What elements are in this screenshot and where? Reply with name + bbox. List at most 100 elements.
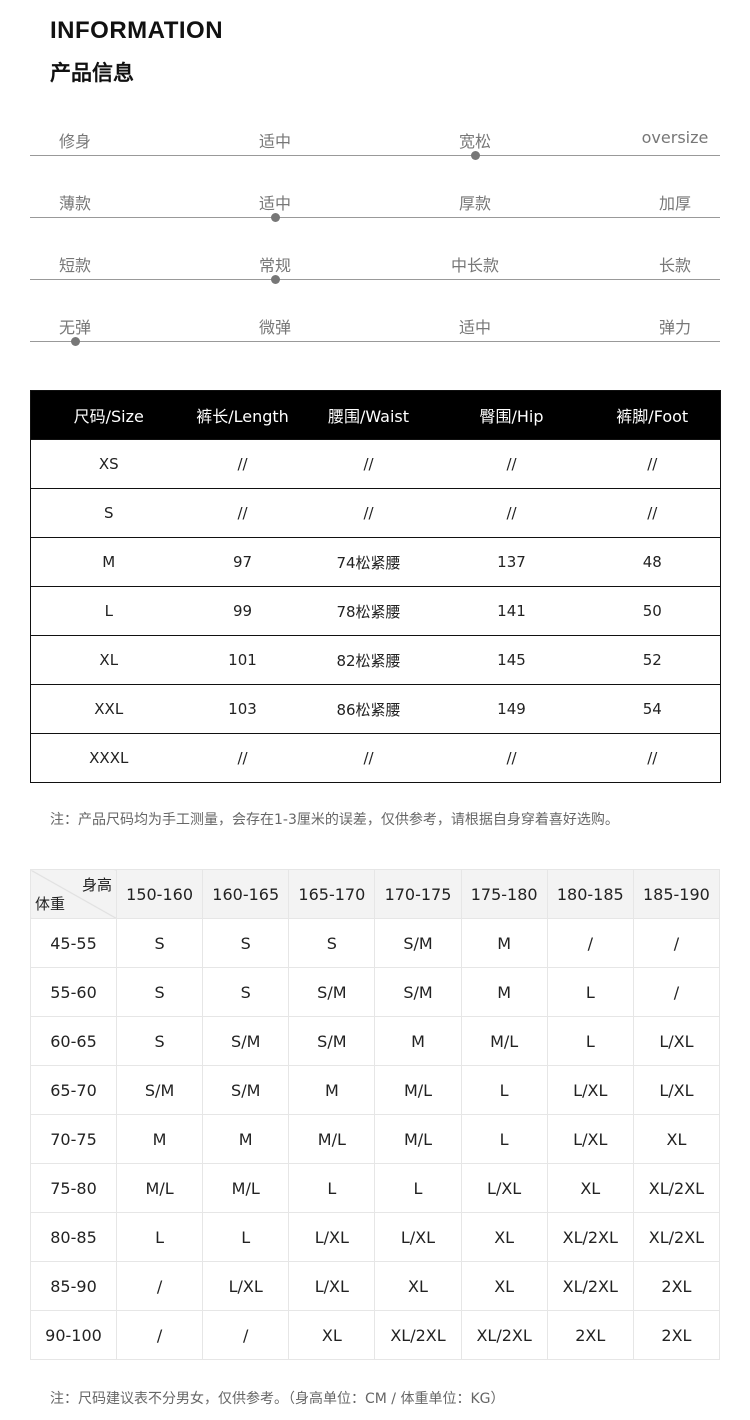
attribute-option: 微弹 [258,318,291,337]
table-cell: // [584,733,721,783]
slider-marker [70,337,80,346]
table-row: 75-80 M/L M/L L L L/XL XL XL/2XL [30,1163,721,1213]
table-cell: // [298,488,439,538]
size-cell: S/M [374,967,462,1017]
size-cell: L/XL [460,1163,548,1213]
attribute-option: oversize [641,128,709,147]
height-header: 160-165 [202,869,290,919]
slider-track [30,279,720,280]
size-cell: M/L [460,1016,548,1066]
size-cell: XL [546,1163,634,1213]
table-cell: 86松紧腰 [298,684,439,734]
attribute-option: 无弹 [58,318,91,337]
attribute-option: 适中 [258,194,291,213]
column-header: 臀围/Hip [438,390,585,440]
table-cell: 101 [186,635,299,685]
size-cell: S/M [288,967,376,1017]
table-cell: 78松紧腰 [298,586,439,636]
table-cell: 103 [186,684,299,734]
size-cell: XL/2XL [546,1212,634,1262]
table-cell: // [298,439,439,489]
size-cell: M/L [374,1065,462,1115]
attribute-option: 适中 [458,318,491,337]
size-cell: L/XL [632,1016,721,1066]
weight-cell: 60-65 [30,1016,117,1066]
attribute-option: 加厚 [658,194,691,213]
slider-marker [270,213,280,222]
table-cell: 97 [186,537,299,587]
size-cell: XL [632,1114,721,1164]
table-cell: 145 [438,635,585,685]
size-cell: XL/2XL [632,1212,721,1262]
table-cell: 82松紧腰 [298,635,439,685]
corner-header: 身高 体重 [30,869,117,919]
table-cell: 52 [584,635,721,685]
size-cell: L/XL [202,1261,290,1311]
table-cell: XXL [30,684,187,734]
size-cell: S [202,918,290,968]
table-row: XS//////// [30,439,721,489]
size-cell: L/XL [288,1261,376,1311]
attribute-option: 宽松 [458,132,491,151]
table-cell: 48 [584,537,721,587]
table-cell: XXXL [30,733,187,783]
size-cell: S [288,918,376,968]
height-header: 175-180 [460,869,548,919]
size-cell: M/L [202,1163,290,1213]
table-row: 60-65 S S/M S/M M M/L L L/XL [30,1016,721,1066]
height-header: 185-190 [632,869,721,919]
size-cell: XL [288,1310,376,1360]
table-cell: // [438,733,585,783]
attribute-option: 弹力 [658,318,691,337]
table-cell: S [30,488,187,538]
table-cell: // [584,439,721,489]
table-cell: 141 [438,586,585,636]
size-cell: 2XL [546,1310,634,1360]
size-cell: S [115,1016,204,1066]
size-cell: 2XL [632,1261,721,1311]
size-cell: L [374,1163,462,1213]
size-cell: M [115,1114,204,1164]
size-cell: XL/2XL [546,1261,634,1311]
column-header: 裤长/Length [186,390,299,440]
title-en: INFORMATION [50,17,224,44]
slider-track [30,155,720,156]
height-header: 165-170 [288,869,376,919]
table-cell: // [438,488,585,538]
table-row: 70-75 M M M/L M/L L L/XL XL [30,1114,721,1164]
size-cell: L [460,1065,548,1115]
size-recommendation-table: 身高 体重 150-160 160-165 165-170 170-175 175-180 1… [30,869,721,1360]
attribute-option: 短款 [58,256,91,275]
table-row: S//////// [30,488,721,538]
attribute-slider: 修身 适中 宽松 oversize [30,128,720,190]
weight-cell: 65-70 [30,1065,117,1115]
size-cell: / [632,918,721,968]
table-row: XXL 103 86松紧腰 149 54 [30,684,721,734]
weight-cell: 80-85 [30,1212,117,1262]
table-row: XL 101 82松紧腰 145 52 [30,635,721,685]
table-cell: XS [30,439,187,489]
table-row: 65-70 S/M S/M M M/L L L/XL L/XL [30,1065,721,1115]
size-cell: S [115,918,204,968]
column-header: 裤脚/Foot [584,390,721,440]
table-cell: L [30,586,187,636]
table-cell: // [186,733,299,783]
size-cell: L [546,967,634,1017]
attribute-option: 长款 [658,256,691,275]
size-cell: L [115,1212,204,1262]
size-cell: / [115,1261,204,1311]
size-cell: M [374,1016,462,1066]
weight-cell: 75-80 [30,1163,117,1213]
size-cell: S [115,967,204,1017]
height-header: 170-175 [374,869,462,919]
height-header: 150-160 [115,869,204,919]
size-cell: L [202,1212,290,1262]
size-cell: S/M [115,1065,204,1115]
size-cell: XL [374,1261,462,1311]
height-header: 180-185 [546,869,634,919]
size-cell: S [202,967,290,1017]
table-cell: // [584,488,721,538]
table-cell: // [298,733,439,783]
table-row: 80-85 L L L/XL L/XL XL XL/2XL XL/2XL [30,1212,721,1262]
size-cell: XL/2XL [374,1310,462,1360]
